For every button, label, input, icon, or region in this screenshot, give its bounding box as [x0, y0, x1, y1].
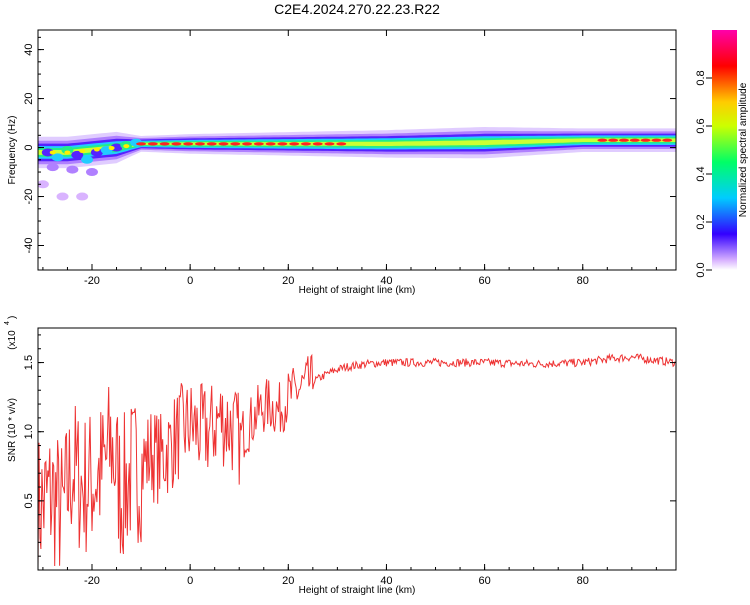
- spectrogram-y-tick-label: -20: [23, 189, 35, 205]
- spectrogram-x-label: Height of straight line (km): [299, 285, 416, 296]
- spectrogram-ticks: -20 0 20 40 60 80 40 20 0 -20 -40: [23, 30, 676, 570]
- spectrogram-x-tick-label: -20: [84, 275, 100, 287]
- snr-x-label: Height of straight line (km): [299, 585, 416, 596]
- heatmap-peak: [64, 150, 71, 155]
- snr-scale-exp: 4: [4, 321, 11, 325]
- snr-panel: -20 0 20 40 60 80 0.5 1.0 1.5 Height of straight…: [4, 316, 677, 596]
- spectrogram-x-tick-label: 0: [187, 275, 193, 287]
- snr-x-tick-label: 40: [380, 575, 392, 587]
- colorbar-tick-label: 0.0: [695, 262, 707, 277]
- heatmap-blob: [61, 146, 74, 154]
- heatmap-peak: [608, 138, 619, 142]
- spectrogram-y-tick-label: 0: [23, 144, 35, 150]
- heatmap-peak: [300, 142, 311, 146]
- snr-x-tick-label: 20: [282, 575, 294, 587]
- heatmap-peak: [253, 142, 264, 146]
- heatmap-peak: [651, 138, 662, 142]
- spectrogram-x-tick-label: 60: [478, 275, 490, 287]
- snr-y-tick-label: 1.5: [23, 355, 35, 370]
- heatmap-peak: [324, 142, 335, 146]
- snr-scale-text: (x10: [7, 330, 18, 350]
- snr-series-line: [38, 352, 676, 568]
- heatmap-peak: [123, 144, 130, 149]
- spectrogram-x-tick-label: 80: [577, 275, 589, 287]
- snr-y-tick-label: 0.5: [23, 493, 35, 508]
- heatmap-peak: [662, 138, 673, 142]
- snr-frame: [37, 327, 677, 571]
- heatmap-blob: [76, 192, 89, 201]
- snr-ticks: -20 0 20 40 60 80 0.5 1.0 1.5: [23, 334, 676, 587]
- heatmap-blob: [71, 150, 84, 159]
- snr-y-label: SNR (10 * v/v): [7, 398, 18, 462]
- colorbar-tick-label: 0.4: [695, 166, 707, 181]
- spectrogram-heatmap: [38, 127, 676, 201]
- heatmap-blob: [38, 180, 49, 189]
- spectrogram-y-tick-label: -40: [23, 238, 35, 254]
- heatmap-peak: [218, 142, 229, 146]
- heatmap-peak: [79, 148, 86, 153]
- heatmap-peak: [618, 138, 629, 142]
- heatmap-blob: [56, 192, 69, 201]
- snr-y-tick-label: 1.0: [23, 424, 35, 439]
- heatmap-peak: [265, 142, 276, 146]
- snr-x-tick-label: 0: [187, 575, 193, 587]
- snr-x-tick-label: -20: [84, 575, 100, 587]
- heatmap-blob: [85, 168, 98, 177]
- heatmap-peak: [242, 142, 253, 146]
- spectrogram-panel: -20 0 20 40 60 80 40 20 0 -20 -40 Height of straig…: [7, 29, 677, 570]
- heatmap-blob: [46, 163, 59, 172]
- snr-scale-close: ): [7, 316, 18, 319]
- heatmap-peak: [597, 138, 608, 142]
- snr-scale-label: (x10 4 ): [4, 316, 18, 350]
- heatmap-peak: [640, 138, 651, 142]
- heatmap-blob: [90, 148, 103, 157]
- colorbar: 0.0 0.2 0.4 0.6 0.8 Normalized spectral ampl…: [695, 30, 749, 278]
- heatmap-peak: [629, 138, 640, 142]
- heatmap-peak: [230, 142, 241, 146]
- heatmap-peak: [183, 142, 194, 146]
- heatmap-peak: [277, 142, 288, 146]
- colorbar-gradient: [712, 30, 737, 270]
- heatmap-peak: [136, 142, 147, 146]
- colorbar-label: Normalized spectral amplitude: [738, 82, 749, 217]
- heatmap-peak: [147, 142, 158, 146]
- colorbar-tick-label: 0.2: [695, 214, 707, 229]
- colorbar-tick-label: 0.8: [695, 70, 707, 85]
- spectrogram-frame: [37, 29, 677, 271]
- heatmap-peak: [171, 142, 182, 146]
- snr-line-layer: [38, 352, 676, 568]
- heatmap-peak: [336, 142, 347, 146]
- colorbar-tick-label: 0.6: [695, 118, 707, 133]
- heatmap-blob: [81, 155, 94, 164]
- heatmap-peak: [108, 146, 115, 151]
- chart-title: C2E4.2024.270.22.23.R22: [274, 1, 440, 17]
- spectrogram-x-tick-label: 20: [282, 275, 294, 287]
- spectrogram-x-tick-label: 40: [380, 275, 392, 287]
- heatmap-blob: [41, 148, 54, 157]
- colorbar-ticks: 0.0 0.2 0.4 0.6 0.8: [695, 70, 712, 278]
- heatmap-peak: [289, 142, 300, 146]
- heatmap-blob: [66, 165, 79, 174]
- heatmap-blob: [51, 153, 64, 162]
- heatmap-peak: [312, 142, 323, 146]
- snr-x-tick-label: 60: [478, 575, 490, 587]
- heatmap-peak: [159, 142, 170, 146]
- spectrogram-y-tick-label: 40: [23, 43, 35, 55]
- heatmap-peak: [206, 142, 217, 146]
- heatmap-peak: [49, 150, 56, 155]
- heatmap-peak: [93, 147, 100, 152]
- spectrogram-y-label: Frequency (Hz): [7, 116, 18, 185]
- heatmap-peak: [194, 142, 205, 146]
- snr-x-tick-label: 80: [577, 575, 589, 587]
- spectrogram-y-tick-label: 20: [23, 92, 35, 104]
